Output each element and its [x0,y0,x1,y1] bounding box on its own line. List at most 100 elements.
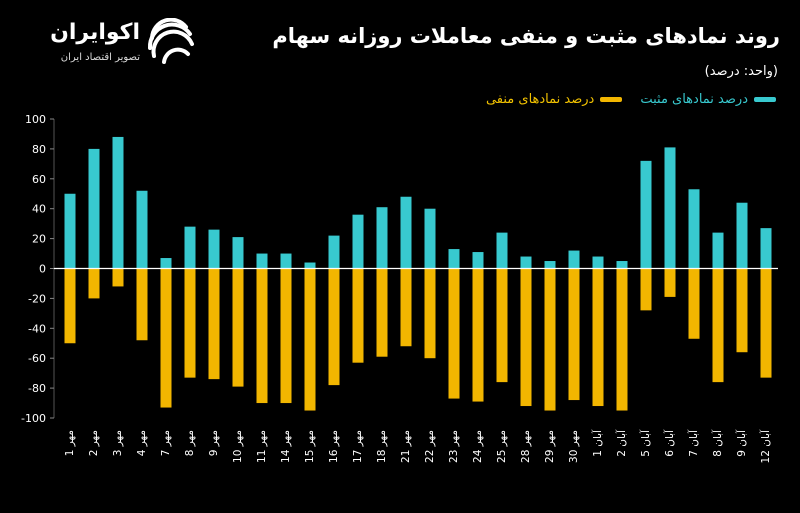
bar-positive [88,148,100,269]
ecoiran-logo-icon [147,18,194,64]
x-tick-label: 9 مهر [208,430,220,456]
bar-negative [136,268,148,341]
bar-positive [688,189,700,269]
bar-negative [424,268,436,359]
y-tick-label: 20 [32,233,46,246]
x-tick-label: 17 مهر [352,430,364,463]
bar-positive [208,229,220,269]
bar-positive [712,232,724,269]
bar-negative [664,268,676,297]
x-tick-label: 22 مهر [424,430,436,463]
legend-label-negative: درصد نمادهای منفی [485,92,595,107]
x-tick-label: 15 مهر [304,430,316,463]
bar-negative [712,268,724,383]
bar-positive [328,235,340,269]
y-tick-label: 80 [32,143,46,156]
bar-negative [328,268,340,386]
y-tick-label: -20 [28,292,46,305]
bar-negative [160,268,172,408]
bar-negative [760,268,772,378]
ecoiran-logo: اکوایران تصویر اقتصاد ایران [30,16,200,72]
bar-negative [376,268,388,357]
x-tick-label: 9 آبان [735,429,748,457]
bar-negative [88,268,100,299]
bar-negative [208,268,220,380]
bar-negative [304,268,316,411]
bar-positive [136,190,148,269]
y-tick-label: -80 [28,382,46,395]
bar-positive [640,160,652,269]
y-tick-label: 0 [39,263,46,276]
x-tick-label: 1 آبان [591,429,604,457]
x-tick-label: 5 آبان [639,429,652,457]
bar-positive [112,136,124,269]
x-tick-label: 2 آبان [615,429,628,457]
bar-positive [592,256,604,269]
chart-header: اکوایران تصویر اقتصاد ایران روند نمادهای… [0,0,800,120]
chart-legend: درصد نمادهای مثبت درصد نمادهای منفی [486,92,776,107]
x-tick-label: 8 آبان [711,429,724,457]
bar-positive [760,228,772,269]
bar-positive [184,226,196,269]
x-tick-label: 30 مهر [568,430,580,463]
x-tick-label: 24 مهر [472,430,484,463]
bar-negative [256,268,268,404]
bar-positive [520,256,532,269]
bar-positive [280,253,292,269]
x-tick-label: 11 مهر [256,430,268,463]
x-tick-label: 18 مهر [376,430,388,463]
bar-positive [568,250,580,269]
bar-negative [232,268,244,387]
x-tick-label: 7 آبان [687,429,700,457]
bar-negative [640,268,652,311]
legend-item-positive: درصد نمادهای مثبت [640,92,776,107]
bar-negative [736,268,748,353]
bar-positive [256,253,268,269]
bar-negative [688,268,700,339]
bar-negative [520,268,532,407]
x-tick-label: 3 مهر [112,430,124,456]
bar-negative [496,268,508,383]
bar-positive [160,258,172,269]
legend-label-positive: درصد نمادهای مثبت [640,92,748,107]
bar-negative [64,268,76,344]
y-tick-label: -100 [21,412,46,425]
y-tick-label: 40 [32,203,46,216]
bar-negative [352,268,364,363]
x-tick-label: 25 مهر [496,430,508,463]
bar-negative [112,268,124,287]
bar-negative [184,268,196,378]
logo-tagline: تصویر اقتصاد ایران [60,52,140,63]
bar-negative [400,268,412,347]
logo-title: اکوایران [50,20,140,45]
y-tick-label: 60 [32,173,46,186]
bar-negative [448,268,460,399]
x-tick-label: 2 مهر [88,430,100,456]
x-tick-label: 1 مهر [64,430,76,456]
bar-positive [616,261,628,269]
bar-positive [64,193,76,269]
bar-negative [568,268,580,401]
x-tick-label: 28 مهر [520,430,532,463]
x-tick-label: 21 مهر [400,430,412,463]
bar-positive [232,237,244,269]
y-tick-label: -60 [28,352,46,365]
x-tick-label: 23 مهر [448,430,460,463]
bar-positive [496,232,508,269]
bar-positive [424,208,436,269]
x-tick-label: 6 آبان [663,429,676,457]
bar-negative [472,268,484,402]
x-tick-label: 10 مهر [232,430,244,463]
x-tick-label: 29 مهر [544,430,556,463]
legend-swatch-positive [754,97,776,102]
x-tick-label: 4 مهر [136,430,148,456]
legend-swatch-negative [600,97,623,102]
bar-positive [400,196,412,269]
bar-positive [736,202,748,269]
chart-title: روند نمادهای مثبت و منفی معاملات روزانه … [272,24,780,48]
bar-positive [376,207,388,269]
x-tick-label: 16 مهر [328,430,340,463]
x-tick-label: 14 مهر [280,430,292,463]
y-tick-label: -40 [28,322,46,335]
bar-negative [280,268,292,404]
